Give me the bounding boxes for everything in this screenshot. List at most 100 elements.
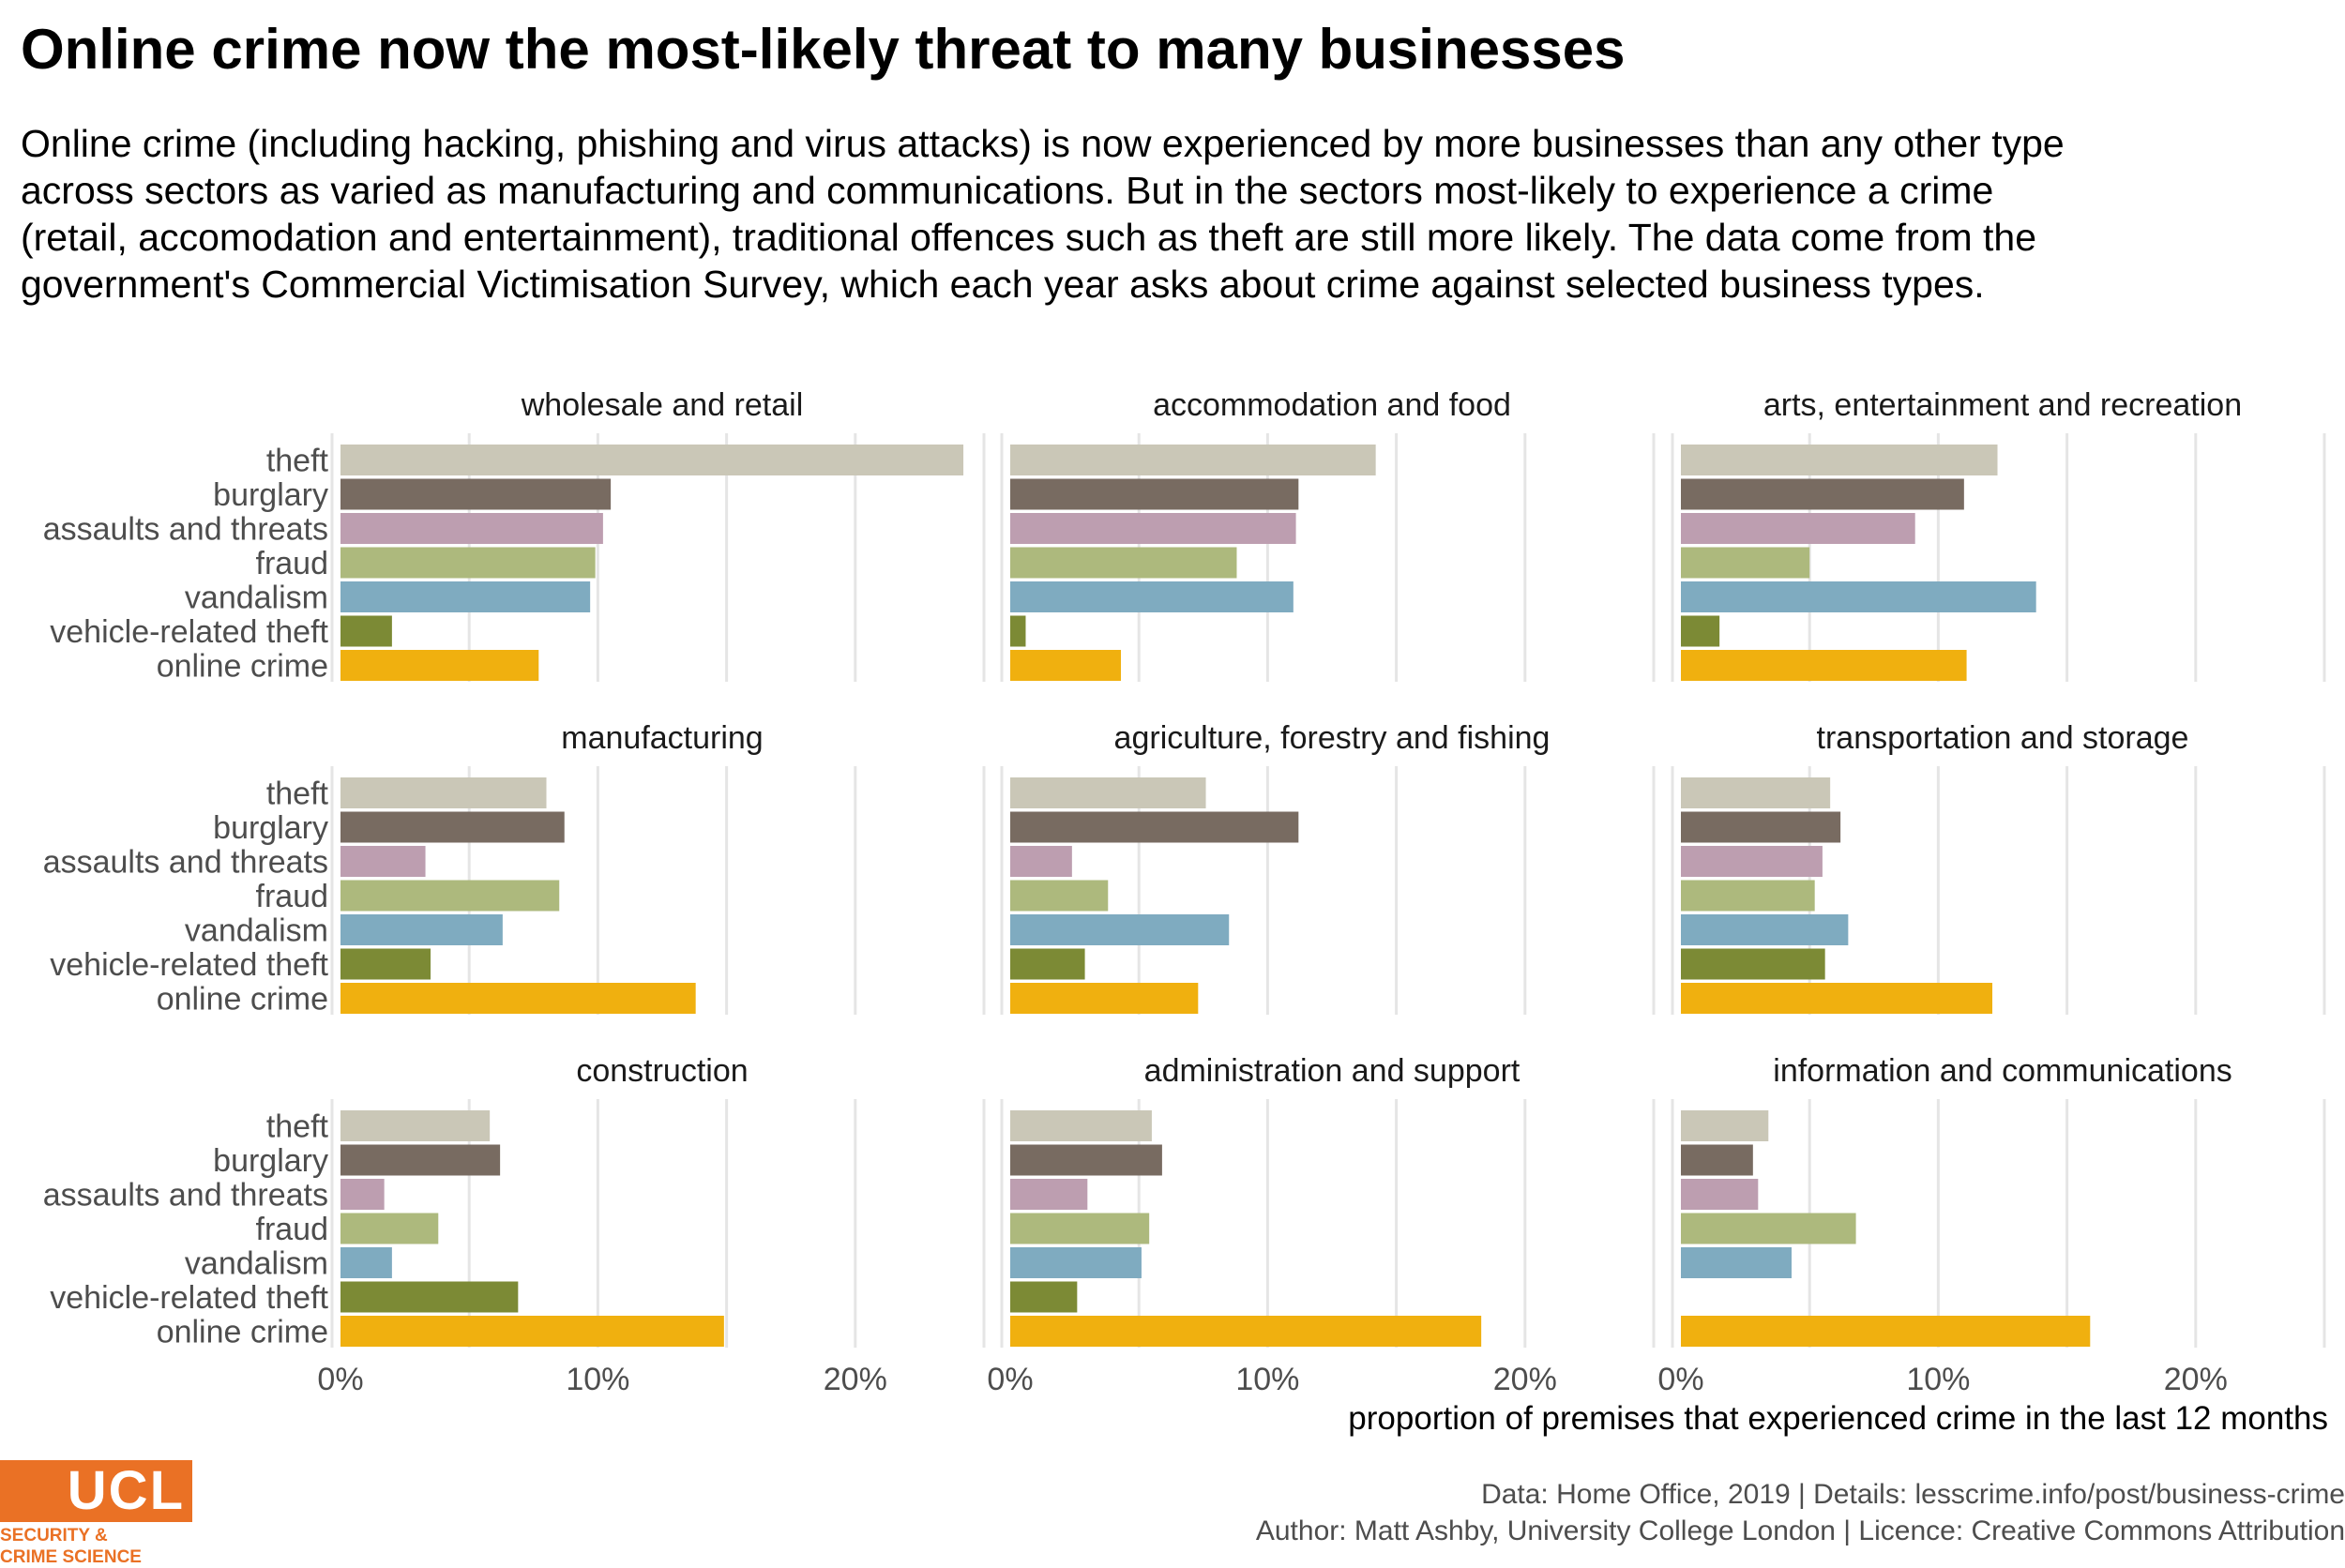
y-tick-label: vehicle-related theft xyxy=(50,947,328,983)
bar-vandalism xyxy=(1681,581,2036,612)
y-tick-label: online crime xyxy=(157,1315,328,1350)
bar-vehicle-related-theft xyxy=(1681,615,1720,647)
y-tick-label: fraud xyxy=(256,879,329,914)
faceted-bar-chart: wholesale and retailtheftburglaryassault… xyxy=(43,387,2328,1437)
x-tick-label: 20% xyxy=(824,1362,887,1397)
bar-burglary xyxy=(1681,478,1964,510)
bar-assaults-and-threats xyxy=(1010,1179,1088,1210)
bar-online-crime xyxy=(1010,1316,1482,1347)
bar-online-crime xyxy=(1681,983,1993,1014)
bar-assaults-and-threats xyxy=(1681,1179,1759,1210)
logo-text-crime-science: CRIME SCIENCE xyxy=(0,1547,142,1567)
panel-title: information and communications xyxy=(1773,1053,2232,1089)
bar-fraud xyxy=(1010,1213,1150,1244)
panel-information-and-communications: information and communications 0% 10% 20% xyxy=(1657,1053,2326,1397)
bar-vandalism xyxy=(1010,914,1230,945)
x-tick-label: 20% xyxy=(1493,1362,1557,1397)
bar-burglary xyxy=(1681,811,1841,843)
y-tick-label: assaults and threats xyxy=(43,512,328,548)
y-tick-label: vandalism xyxy=(185,1246,328,1282)
bar-assaults-and-threats xyxy=(1681,846,1823,877)
y-tick-label: vandalism xyxy=(185,913,328,949)
bar-theft xyxy=(1010,445,1376,475)
x-axis-title: proportion of premises that experienced … xyxy=(1348,1400,2328,1437)
bar-fraud xyxy=(340,547,596,579)
bar-fraud xyxy=(1681,547,1810,579)
bar-online-crime xyxy=(1681,1316,2091,1347)
y-tick-label: vandalism xyxy=(185,580,328,616)
bar-theft xyxy=(1010,1110,1152,1141)
bar-burglary xyxy=(340,1144,501,1176)
panel-title: wholesale and retail xyxy=(521,387,804,423)
bar-assaults-and-threats xyxy=(1010,513,1296,544)
y-tick-label: vehicle-related theft xyxy=(50,1280,328,1316)
bar-vandalism xyxy=(1010,1247,1142,1278)
bar-theft xyxy=(1681,777,1831,808)
bar-assaults-and-threats xyxy=(1010,846,1072,877)
bar-burglary xyxy=(1010,811,1299,843)
panel-title: accommodation and food xyxy=(1153,387,1511,423)
bar-fraud xyxy=(340,880,560,912)
bar-assaults-and-threats xyxy=(340,846,426,877)
panel-title: manufacturing xyxy=(561,720,763,756)
bar-fraud xyxy=(340,1213,439,1244)
y-tick-label: burglary xyxy=(213,477,328,513)
bar-fraud xyxy=(1681,880,1815,912)
bar-theft xyxy=(1681,1110,1769,1141)
y-tick-label: theft xyxy=(266,776,329,812)
bar-online-crime xyxy=(1010,983,1199,1014)
bar-theft xyxy=(340,777,547,808)
bar-vehicle-related-theft xyxy=(1681,948,1825,980)
bar-theft xyxy=(1681,445,1998,475)
bar-vandalism xyxy=(1010,581,1294,612)
bar-burglary xyxy=(1010,1144,1162,1176)
x-tick-label: 10% xyxy=(1906,1362,1970,1397)
bar-online-crime xyxy=(340,983,696,1014)
bar-vehicle-related-theft xyxy=(1010,1281,1078,1313)
bar-online-crime xyxy=(340,1316,724,1347)
bar-vehicle-related-theft xyxy=(340,1281,519,1313)
x-tick-label: 0% xyxy=(987,1362,1033,1397)
bar-vandalism xyxy=(340,1247,392,1278)
y-tick-label: assaults and threats xyxy=(43,1178,328,1214)
panel-transportation-and-storage: transportation and storage xyxy=(1671,720,2326,1015)
panel-wholesale-and-retail: wholesale and retail theftburglaryassault… xyxy=(43,387,986,685)
bar-burglary xyxy=(1681,1144,1753,1176)
panel-administration-and-support: administration and support 0% 10% 20% xyxy=(987,1053,1656,1397)
bar-fraud xyxy=(1010,880,1109,912)
panel-arts-entertainment-and-recreation: arts, entertainment and recreation xyxy=(1671,387,2326,682)
x-tick-label: 0% xyxy=(1657,1362,1703,1397)
bar-assaults-and-threats xyxy=(1681,513,1915,544)
y-tick-label: vehicle-related theft xyxy=(50,614,328,650)
ucl-wordmark: UCL xyxy=(0,1460,192,1522)
bar-vandalism xyxy=(340,914,503,945)
x-tick-label: 10% xyxy=(1235,1362,1299,1397)
bar-fraud xyxy=(1010,547,1237,579)
bar-burglary xyxy=(340,811,565,843)
bar-vandalism xyxy=(340,581,591,612)
chart-title: Online crime now the most-likely threat … xyxy=(21,18,1626,81)
bar-online-crime xyxy=(340,650,539,681)
panel-title: agriculture, forestry and fishing xyxy=(1114,720,1551,756)
bar-assaults-and-threats xyxy=(340,1179,385,1210)
bar-burglary xyxy=(340,478,612,510)
panel-title: transportation and storage xyxy=(1817,720,2189,756)
bar-theft xyxy=(340,1110,491,1141)
bar-vehicle-related-theft xyxy=(1010,615,1026,647)
panel-accommodation-and-food: accommodation and food xyxy=(1000,387,1656,682)
bar-theft xyxy=(340,445,964,475)
y-tick-label: theft xyxy=(266,444,329,479)
caption-data-source: Data: Home Office, 2019 | Details: lessc… xyxy=(1481,1479,2345,1510)
bar-vandalism xyxy=(1681,914,1849,945)
bar-online-crime xyxy=(1010,650,1121,681)
x-tick-label: 0% xyxy=(317,1362,363,1397)
panel-title: construction xyxy=(576,1053,748,1089)
chart-subtitle: Online crime (including hacking, phishin… xyxy=(21,122,2065,306)
bar-burglary xyxy=(1010,478,1299,510)
y-tick-label: assaults and threats xyxy=(43,845,328,881)
bar-vehicle-related-theft xyxy=(340,948,431,980)
y-tick-label: theft xyxy=(266,1109,329,1145)
bar-vandalism xyxy=(1681,1247,1792,1278)
